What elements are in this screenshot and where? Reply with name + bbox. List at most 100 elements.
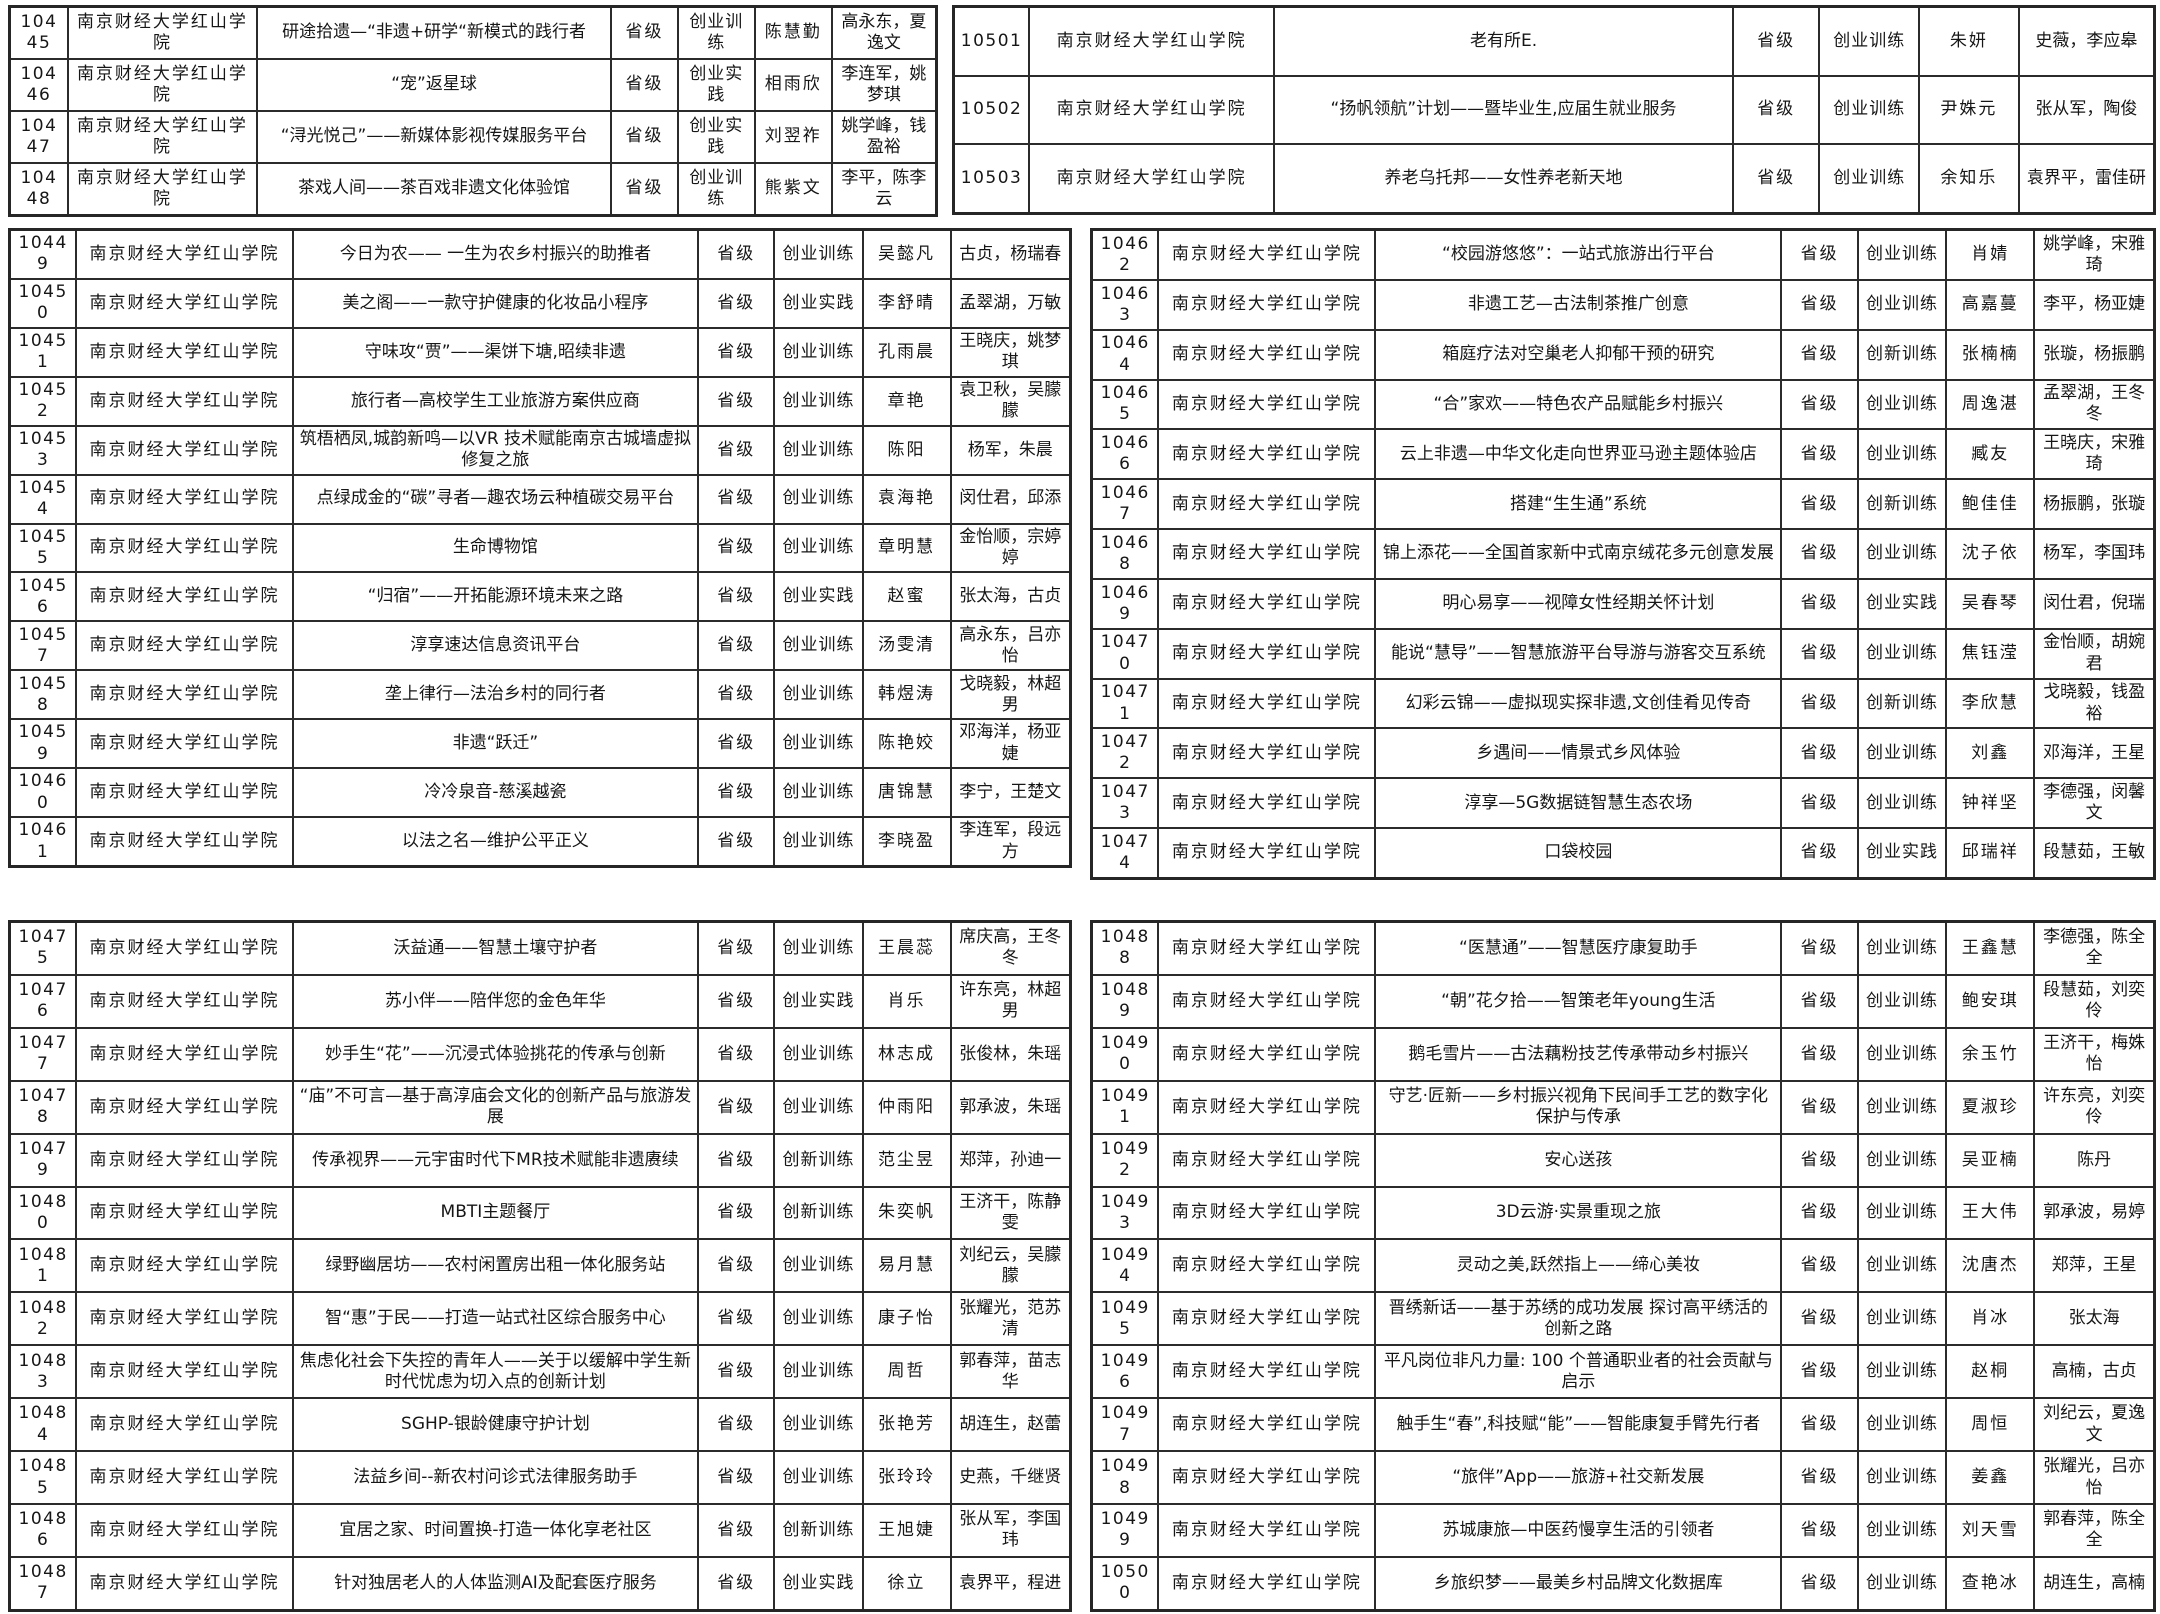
cell-category: 创业实践 bbox=[773, 277, 864, 329]
cell-category: 创业训练 bbox=[676, 161, 756, 217]
cell-members: 袁界平，雷佳研 bbox=[2017, 143, 2156, 215]
cell-leader: 高嘉蔓 bbox=[1945, 278, 2036, 331]
table-row: 10492 南京财经大学红山学院 安心送孩 省级 创业训练 吴亚楠 陈丹 bbox=[1090, 1132, 2156, 1188]
cell-members: 席庆高，王冬冬 bbox=[949, 920, 1072, 976]
cell-category: 创业训练 bbox=[1856, 228, 1948, 281]
cell-title: 云上非遗—中华文化走向世界亚马逊主题体验店 bbox=[1374, 428, 1783, 481]
table-row: 10474 南京财经大学红山学院 口袋校园 省级 创业实践 邱瑞祥 段慧茹，王敏 bbox=[1090, 827, 2156, 880]
cell-members: 许东亮，刘奕伶 bbox=[2033, 1079, 2156, 1135]
table-row: 10486 南京财经大学红山学院 宜居之家、时间置换-打造一体化享老社区 省级 创新训练… bbox=[8, 1503, 1072, 1558]
table-row: 10495 南京财经大学红山学院 晋绣新话——基于苏绣的成功发展 探讨高平绣活的创新… bbox=[1090, 1291, 2156, 1347]
cell-category: 创业实践 bbox=[676, 58, 756, 112]
table-row: 10464 南京财经大学红山学院 箱庭疗法对空巢老人抑郁干预的研究 省级 创新训练 张楠楠… bbox=[1090, 328, 2156, 381]
cell-category: 创业训练 bbox=[1856, 278, 1948, 331]
cell-title: 能说“慧导”——智慧旅游平台导游与游客交互系统 bbox=[1374, 627, 1783, 680]
cell-school: 南京财经大学红山学院 bbox=[75, 767, 294, 819]
cell-category: 创业训练 bbox=[1856, 1026, 1948, 1082]
cell-school: 南京财经大学红山学院 bbox=[75, 424, 294, 476]
cell-title: 以法之名—维护公平正义 bbox=[291, 816, 700, 868]
cell-members: 杨振鹏，张璇 bbox=[2033, 478, 2156, 531]
cell-level: 省级 bbox=[697, 920, 776, 976]
cell-members: 王济干，陈静雯 bbox=[949, 1185, 1072, 1241]
table-row: 10454 南京财经大学红山学院 点绿成金的“碳”寻者—趣农场云种植碳交易平台 省级创… bbox=[8, 473, 1072, 525]
cell-id: 10491 bbox=[1090, 1079, 1160, 1135]
cell-school: 南京财经大学红山学院 bbox=[1028, 5, 1276, 77]
cell-school: 南京财经大学红山学院 bbox=[75, 1450, 294, 1506]
table-row: 10489 南京财经大学红山学院 “朝”花夕拾——智策老年young生活 省级 创业训练… bbox=[1090, 973, 2156, 1029]
cell-id: 10462 bbox=[1090, 228, 1160, 281]
cell-school: 南京财经大学红山学院 bbox=[1157, 228, 1377, 281]
cell-school: 南京财经大学红山学院 bbox=[75, 620, 294, 672]
cell-members: 戈晓毅，林超男 bbox=[949, 669, 1072, 721]
cell-school: 南京财经大学红山学院 bbox=[1157, 1344, 1377, 1400]
cell-leader: 肖婧 bbox=[1945, 228, 2036, 281]
cell-id: 10492 bbox=[1090, 1132, 1160, 1188]
cell-leader: 唐锦慧 bbox=[861, 767, 952, 819]
projects-table-middle-right: 10462 南京财经大学红山学院 “校园游悠悠”：一站式旅游出行平台 省级 创业训练 肖婧… bbox=[1090, 228, 2156, 880]
table-row: 10446 南京财经大学红山学院 “宠”返星球 省级 创业实践 相雨欣 李连军，姚梦琪 bbox=[8, 58, 938, 112]
cell-title: 灵动之美,跃然指上——缔心美妆 bbox=[1374, 1238, 1783, 1294]
cell-leader: 汤雯清 bbox=[861, 620, 952, 672]
cell-title: 3D云游·实景重现之旅 bbox=[1374, 1185, 1783, 1241]
cell-level: 省级 bbox=[1780, 1238, 1859, 1294]
cell-id: 10459 bbox=[8, 718, 78, 770]
cell-category: 创业训练 bbox=[773, 1397, 864, 1453]
cell-title: 智“惠”于民——打造一站式社区综合服务中心 bbox=[291, 1291, 700, 1347]
table-row: 10475 南京财经大学红山学院 沃益通——智慧土壤守护者 省级 创业训练 王晨蕊 席庆高，… bbox=[8, 920, 1072, 976]
cell-members: 李德强，闵馨文 bbox=[2033, 777, 2156, 830]
cell-members: 史薇，李应皋 bbox=[2017, 5, 2156, 77]
cell-id: 10461 bbox=[8, 816, 78, 868]
cell-id: 10493 bbox=[1090, 1185, 1160, 1241]
cell-category: 创业训练 bbox=[1856, 920, 1948, 976]
cell-members: 孟翠湖，万敏 bbox=[949, 277, 1072, 329]
cell-leader: 吴春琴 bbox=[1945, 577, 2036, 630]
cell-leader: 熊紫文 bbox=[753, 161, 833, 217]
cell-level: 省级 bbox=[697, 1079, 776, 1135]
cell-level: 省级 bbox=[1780, 777, 1859, 830]
cell-category: 创业实践 bbox=[773, 973, 864, 1029]
cell-id: 10452 bbox=[8, 375, 78, 427]
cell-level: 省级 bbox=[1780, 1132, 1859, 1188]
cell-category: 创业训练 bbox=[773, 522, 864, 574]
cell-level: 省级 bbox=[1780, 727, 1859, 780]
table-row: 10496 南京财经大学红山学院 平凡岗位非凡力量: 100 个普通职业者的社会贡献… bbox=[1090, 1344, 2156, 1400]
cell-school: 南京财经大学红山学院 bbox=[1157, 827, 1377, 880]
cell-category: 创业训练 bbox=[1856, 528, 1948, 580]
table-row: 10499 南京财经大学红山学院 苏城康旅—中医药慢享生活的引领者 省级 创业训练 刘天雪… bbox=[1090, 1503, 2156, 1558]
cell-title: 苏小伴——陪伴您的金色年华 bbox=[291, 973, 700, 1029]
cell-school: 南京财经大学红山学院 bbox=[1157, 577, 1377, 630]
cell-school: 南京财经大学红山学院 bbox=[75, 277, 294, 329]
table-row: 10460 南京财经大学红山学院 冷冷泉音-慈溪越瓷 省级 创业训练 唐锦慧 李宁，王楚文 bbox=[8, 767, 1072, 819]
cell-members: 胡连生，赵蕾 bbox=[949, 1397, 1072, 1453]
cell-id: 10503 bbox=[952, 143, 1031, 215]
cell-members: 李德强，陈全全 bbox=[2033, 920, 2156, 976]
cell-leader: 章明慧 bbox=[861, 522, 952, 574]
cell-school: 南京财经大学红山学院 bbox=[1157, 328, 1377, 381]
cell-category: 创业训练 bbox=[1856, 1291, 1948, 1347]
cell-level: 省级 bbox=[697, 326, 776, 378]
cell-members: 李连军，姚梦琪 bbox=[830, 58, 938, 112]
cell-members: 段慧茹，刘奕伶 bbox=[2033, 973, 2156, 1029]
cell-title: MBTI主题餐厅 bbox=[291, 1185, 700, 1241]
cell-title: 晋绣新话——基于苏绣的成功发展 探讨高平绣活的创新之路 bbox=[1374, 1291, 1783, 1347]
cell-level: 省级 bbox=[1780, 1079, 1859, 1135]
cell-school: 南京财经大学红山学院 bbox=[75, 1344, 294, 1400]
cell-level: 省级 bbox=[697, 1503, 776, 1558]
table-row: 10467 南京财经大学红山学院 搭建“生生通”系统 省级 创新训练 鲍佳佳 杨振鹏，张璇 bbox=[1090, 478, 2156, 531]
cell-members: 姚学峰，宋雅琦 bbox=[2033, 228, 2156, 281]
cell-title: 乡遇间——情景式乡风体验 bbox=[1374, 727, 1783, 780]
cell-title: 乡旅织梦——最美乡村品牌文化数据库 bbox=[1374, 1555, 1783, 1612]
cell-id: 10495 bbox=[1090, 1291, 1160, 1347]
cell-category: 创业训练 bbox=[773, 1079, 864, 1135]
cell-leader: 刘天雪 bbox=[1945, 1503, 2036, 1558]
cell-category: 创业训练 bbox=[1856, 428, 1948, 481]
cell-level: 省级 bbox=[697, 1555, 776, 1612]
cell-school: 南京财经大学红山学院 bbox=[75, 1397, 294, 1453]
cell-title: 幻彩云锦——虚拟现实探非遗,文创佳肴见传奇 bbox=[1374, 677, 1783, 730]
cell-title: “浔光悦己”——新媒体影视传媒服务平台 bbox=[255, 109, 613, 164]
cell-title: “朝”花夕拾——智策老年young生活 bbox=[1374, 973, 1783, 1029]
cell-category: 创业训练 bbox=[773, 920, 864, 976]
cell-school: 南京财经大学红山学院 bbox=[75, 1291, 294, 1347]
cell-school: 南京财经大学红山学院 bbox=[1157, 1450, 1377, 1506]
cell-school: 南京财经大学红山学院 bbox=[66, 161, 258, 217]
